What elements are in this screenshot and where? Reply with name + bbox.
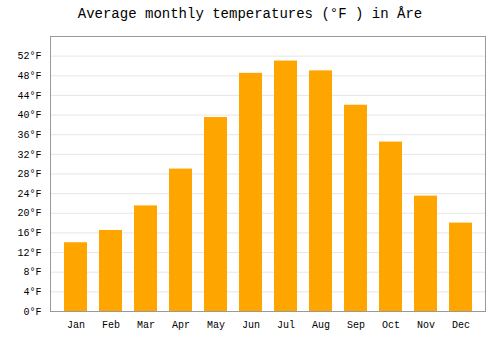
svg-text:24°F: 24°F bbox=[17, 189, 41, 200]
svg-text:Oct: Oct bbox=[382, 320, 400, 331]
svg-text:44°F: 44°F bbox=[17, 91, 41, 102]
svg-text:Sep: Sep bbox=[347, 320, 365, 331]
svg-text:20°F: 20°F bbox=[17, 208, 41, 219]
svg-text:12°F: 12°F bbox=[17, 248, 41, 259]
svg-text:8°F: 8°F bbox=[23, 267, 41, 278]
svg-text:Apr: Apr bbox=[172, 320, 190, 331]
svg-text:32°F: 32°F bbox=[17, 150, 41, 161]
svg-text:Jan: Jan bbox=[67, 320, 85, 331]
svg-text:Jul: Jul bbox=[277, 320, 295, 331]
svg-text:Feb: Feb bbox=[102, 320, 120, 331]
svg-text:Dec: Dec bbox=[452, 320, 470, 331]
html-text:Average monthly temperatures (: Average monthly temperatures (°F ) in År… bbox=[77, 6, 423, 22]
svg-text:Aug: Aug bbox=[312, 320, 330, 331]
svg-text:May: May bbox=[207, 320, 225, 331]
svg-text:4°F: 4°F bbox=[23, 287, 41, 298]
svg-text:Nov: Nov bbox=[417, 320, 435, 331]
svg-text:28°F: 28°F bbox=[17, 169, 41, 180]
svg-text:36°F: 36°F bbox=[17, 130, 41, 141]
svg-text:52°F: 52°F bbox=[17, 51, 41, 62]
svg-text:Mar: Mar bbox=[137, 320, 155, 331]
svg-text:40°F: 40°F bbox=[17, 110, 41, 121]
svg-text:16°F: 16°F bbox=[17, 228, 41, 239]
svg-text:0°F: 0°F bbox=[23, 307, 41, 318]
svg-text:48°F: 48°F bbox=[17, 71, 41, 82]
svg-text:Jun: Jun bbox=[242, 320, 260, 331]
